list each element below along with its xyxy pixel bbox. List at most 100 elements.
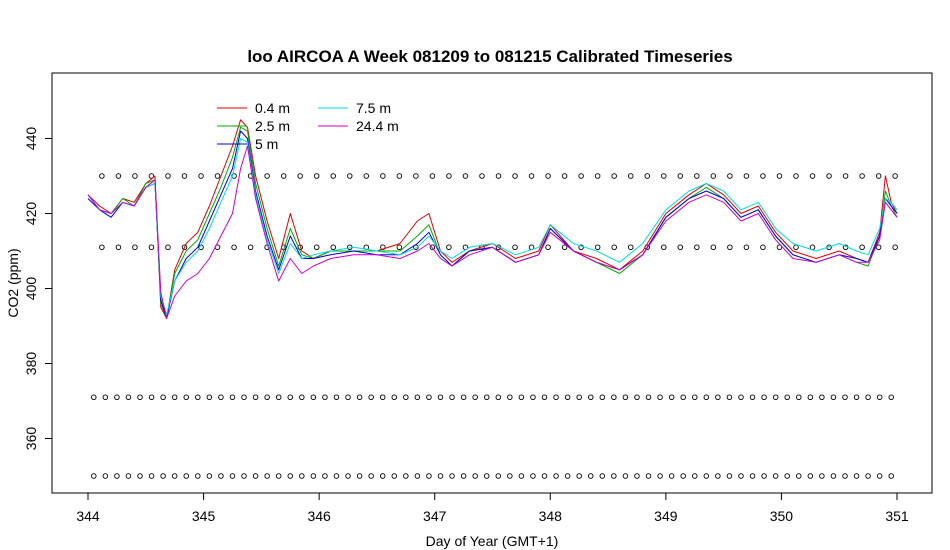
marker-point (826, 173, 832, 179)
marker-point (634, 394, 640, 401)
marker-point (692, 394, 698, 401)
marker-point (726, 473, 733, 479)
marker-point (668, 394, 675, 401)
marker-point (102, 394, 109, 401)
marker-point (677, 244, 684, 250)
marker-point (576, 473, 582, 479)
x-axis: 344 345 346 347 348 349 350 351 (76, 493, 909, 524)
marker-point (241, 473, 247, 479)
marker-point (842, 473, 848, 479)
series-line (87, 126, 898, 319)
marker-point (876, 394, 883, 401)
marker-point (231, 173, 237, 179)
marker-point (472, 473, 478, 479)
plot-frame (51, 72, 933, 494)
x-tick-label: 347 (423, 508, 447, 524)
marker-point (495, 394, 502, 401)
marker-point (518, 473, 525, 479)
y-axis: 360 380 400 420 440 (23, 127, 52, 450)
marker-rows (91, 173, 898, 479)
marker-point (264, 173, 270, 179)
marker-point (368, 394, 374, 401)
marker-point (528, 173, 535, 179)
marker-point (495, 173, 502, 179)
marker-point (668, 473, 675, 479)
marker-point (347, 173, 353, 179)
marker-point (115, 244, 122, 250)
marker-point (796, 473, 802, 479)
marker-point (772, 394, 779, 401)
marker-point (198, 173, 204, 179)
marker-point (578, 173, 584, 179)
marker-point (181, 244, 188, 250)
marker-point (171, 394, 178, 401)
marker-point (160, 473, 166, 479)
marker-point (368, 473, 374, 479)
marker-point (449, 394, 455, 401)
marker-point (518, 394, 525, 401)
x-axis-label: Day of Year (GMT+1) (426, 533, 559, 549)
marker-point (599, 394, 606, 401)
marker-point (483, 394, 490, 401)
marker-point (776, 173, 783, 179)
marker-point (229, 394, 236, 401)
marker-point (853, 394, 860, 401)
y-axis-label: CO2 (ppm) (5, 248, 21, 317)
marker-point (677, 173, 684, 179)
marker-point (576, 394, 582, 401)
marker-point (645, 473, 652, 479)
marker-point (125, 473, 132, 479)
marker-point (703, 394, 710, 401)
marker-point (842, 173, 849, 179)
marker-point (115, 173, 122, 179)
marker-point (772, 473, 779, 479)
marker-point (710, 244, 717, 250)
marker-point (299, 473, 305, 479)
marker-point (165, 244, 171, 250)
marker-point (727, 244, 733, 250)
marker-point (692, 473, 698, 479)
x-tick-label: 349 (654, 508, 678, 524)
marker-point (611, 173, 617, 179)
marker-point (449, 473, 455, 479)
marker-point (749, 394, 756, 401)
marker-point (310, 394, 317, 401)
marker-point (819, 473, 825, 479)
marker-point (333, 394, 340, 401)
marker-point (322, 473, 328, 479)
series-lines (87, 119, 898, 319)
marker-point (749, 473, 756, 479)
marker-point (287, 473, 294, 479)
marker-point (611, 244, 617, 250)
marker-point (865, 394, 871, 401)
marker-point (99, 173, 105, 179)
marker-point (703, 473, 710, 479)
marker-point (541, 473, 548, 479)
marker-point (114, 473, 120, 479)
series-line (87, 119, 898, 319)
marker-point (479, 173, 485, 179)
marker-point (446, 173, 452, 179)
marker-point (634, 473, 640, 479)
marker-point (694, 173, 700, 179)
marker-point (195, 394, 201, 401)
marker-point (137, 473, 143, 479)
marker-point (715, 394, 721, 401)
marker-point (91, 394, 97, 401)
marker-point (437, 473, 444, 479)
marker-point (530, 473, 536, 479)
series-line (87, 138, 898, 316)
marker-point (299, 394, 305, 401)
marker-point (206, 473, 213, 479)
marker-point (727, 173, 733, 179)
marker-point (644, 173, 651, 179)
x-tick-label: 351 (885, 508, 909, 524)
marker-point (183, 473, 189, 479)
x-tick-label: 345 (192, 508, 216, 524)
x-tick-label: 346 (307, 508, 331, 524)
marker-point (694, 244, 700, 250)
legend-label: 5 m (255, 136, 278, 152)
marker-point (541, 394, 548, 401)
marker-point (545, 244, 551, 250)
marker-point (165, 173, 171, 179)
